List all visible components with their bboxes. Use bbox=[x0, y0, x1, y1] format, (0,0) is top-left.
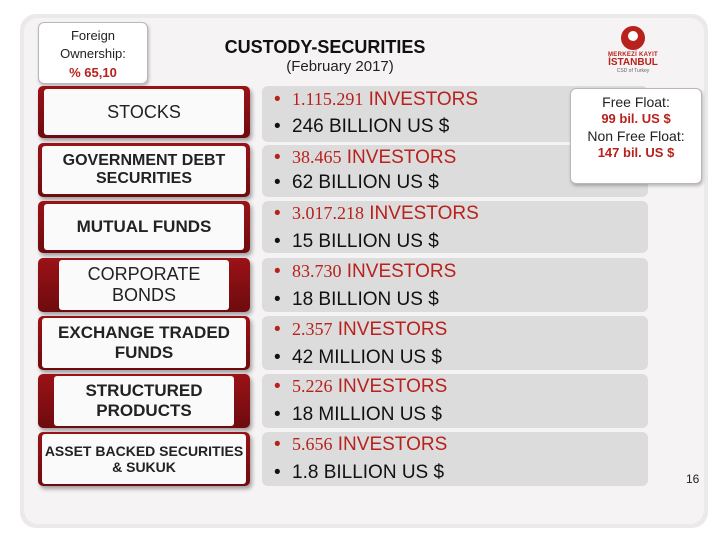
row-background-etf bbox=[262, 316, 648, 370]
category-label: MUTUAL FUNDS bbox=[44, 204, 244, 250]
logo-text-line1: MERKEZİ KAYIT bbox=[607, 52, 659, 58]
free-float-box: Free Float: 99 bil. US $ Non Free Float:… bbox=[570, 88, 702, 184]
investors-count: 5.226 bbox=[292, 376, 333, 396]
investors-word: INVESTORS bbox=[346, 261, 457, 282]
foreign-ownership-label: Foreign Ownership: bbox=[60, 28, 126, 61]
logo-text-line2: İSTANBUL bbox=[608, 57, 658, 68]
value-line: • 18 MILLION US $ bbox=[274, 404, 442, 426]
value-text: 246 BILLION US $ bbox=[292, 116, 450, 137]
bullet: • bbox=[274, 261, 281, 282]
bullet: • bbox=[274, 89, 281, 110]
page-subtitle: (February 2017) bbox=[286, 58, 394, 75]
bullet: • bbox=[274, 462, 281, 483]
value-line: • 1.8 BILLION US $ bbox=[274, 462, 444, 484]
category-label: ASSET BACKED SECURITIES & SUKUK bbox=[42, 434, 246, 484]
investors-word: INVESTORS bbox=[368, 89, 479, 110]
page-title: CUSTODY-SECURITIES bbox=[224, 37, 426, 57]
page-number: 16 bbox=[686, 472, 700, 486]
row-background-mutual bbox=[262, 201, 648, 253]
investors-count: 38.465 bbox=[292, 147, 342, 167]
investors-word: INVESTORS bbox=[337, 376, 448, 397]
category-label: GOVERNMENT DEBT SECURITIES bbox=[42, 146, 246, 194]
foreign-ownership-value: % 65,10 bbox=[69, 65, 117, 80]
logo-text-line3: CSD of Turkey bbox=[616, 68, 650, 74]
row-background-structured bbox=[262, 374, 648, 428]
investors-word: INVESTORS bbox=[337, 434, 448, 455]
category-label: EXCHANGE TRADED FUNDS bbox=[42, 318, 246, 368]
bullet: • bbox=[274, 347, 281, 368]
free-float-label: Free Float: bbox=[602, 94, 670, 110]
investors-line: • 5.226 INVESTORS bbox=[274, 376, 447, 398]
bullet: • bbox=[274, 376, 281, 397]
investors-line: • 1.115.291 INVESTORS bbox=[274, 89, 478, 111]
investors-word: INVESTORS bbox=[369, 203, 479, 224]
investors-count: 83.730 bbox=[292, 261, 342, 281]
value-text: 18 MILLION US $ bbox=[292, 404, 442, 425]
foreign-ownership-box: Foreign Ownership: % 65,10 bbox=[38, 22, 148, 84]
bullet: • bbox=[274, 116, 281, 137]
investors-word: INVESTORS bbox=[346, 147, 457, 168]
investors-line: • 38.465 INVESTORS bbox=[274, 147, 456, 169]
investors-line: • 3.017.218 INVESTORS bbox=[274, 203, 479, 225]
category-box-stocks: STOCKS bbox=[38, 86, 250, 138]
non-free-float-label: Non Free Float: bbox=[587, 128, 685, 144]
category-box-mutual: MUTUAL FUNDS bbox=[38, 201, 250, 253]
bullet: • bbox=[274, 434, 281, 455]
free-float-value: 99 bil. US $ bbox=[601, 111, 671, 126]
value-line: • 62 BILLION US $ bbox=[274, 172, 439, 194]
value-line: • 18 BILLION US $ bbox=[274, 289, 439, 311]
bullet: • bbox=[274, 203, 281, 224]
value-text: 15 BILLION US $ bbox=[292, 231, 439, 252]
bullet: • bbox=[274, 319, 281, 340]
category-box-etf: EXCHANGE TRADED FUNDS bbox=[38, 316, 250, 370]
investors-line: • 83.730 INVESTORS bbox=[274, 261, 456, 283]
logo-emblem-icon bbox=[621, 26, 645, 50]
investors-line: • 2.357 INVESTORS bbox=[274, 319, 447, 341]
row-background-asset-backed bbox=[262, 432, 648, 486]
bullet: • bbox=[274, 289, 281, 310]
category-box-government: GOVERNMENT DEBT SECURITIES bbox=[38, 143, 250, 197]
non-free-float-value: 147 bil. US $ bbox=[597, 145, 675, 160]
value-line: • 15 BILLION US $ bbox=[274, 231, 439, 253]
investors-word: INVESTORS bbox=[337, 319, 448, 340]
investors-count: 5.656 bbox=[292, 434, 333, 454]
category-label: STRUCTURED PRODUCTS bbox=[54, 376, 234, 426]
value-text: 42 MILLION US $ bbox=[292, 347, 442, 368]
category-label: CORPORATE BONDS bbox=[59, 260, 229, 310]
investors-count: 3.017.218 bbox=[292, 203, 364, 223]
investors-line: • 5.656 INVESTORS bbox=[274, 434, 447, 456]
bullet: • bbox=[274, 231, 281, 252]
bullet: • bbox=[274, 404, 281, 425]
category-box-structured: STRUCTURED PRODUCTS bbox=[38, 374, 250, 428]
value-text: 62 BILLION US $ bbox=[292, 172, 439, 193]
category-box-asset-backed: ASSET BACKED SECURITIES & SUKUK bbox=[38, 432, 250, 486]
value-text: 1.8 BILLION US $ bbox=[292, 462, 445, 483]
value-line: • 42 MILLION US $ bbox=[274, 347, 442, 369]
value-text: 18 BILLION US $ bbox=[292, 289, 439, 310]
bullet: • bbox=[274, 172, 281, 193]
value-line: • 246 BILLION US $ bbox=[274, 116, 449, 138]
bullet: • bbox=[274, 147, 281, 168]
investors-count: 1.115.291 bbox=[292, 89, 364, 109]
row-background-corporate bbox=[262, 258, 648, 312]
mkk-logo: MERKEZİ KAYIT İSTANBUL CSD of Turkey bbox=[598, 26, 668, 76]
category-box-corporate: CORPORATE BONDS bbox=[38, 258, 250, 312]
category-label: STOCKS bbox=[44, 89, 244, 135]
investors-count: 2.357 bbox=[292, 319, 333, 339]
